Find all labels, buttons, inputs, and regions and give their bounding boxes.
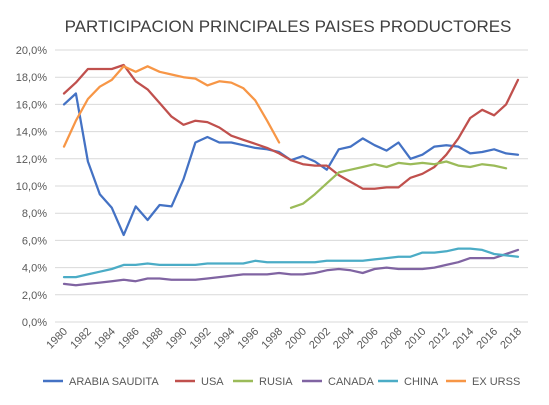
y-tick-label: 20,0% <box>16 45 47 57</box>
y-tick-label: 16,0% <box>16 99 47 111</box>
series-line-ex-urss <box>62 65 281 148</box>
y-tick-label: 14,0% <box>16 127 47 139</box>
series-line-rusia <box>289 160 508 209</box>
legend: ARABIA SAUDITA USA RUSIA CANADA CHINA EX URSS <box>43 376 520 388</box>
chart-title: PARTICIPACION PRINCIPALES PAISES PRODUCT… <box>65 17 512 36</box>
y-tick-label: 10,0% <box>16 181 47 193</box>
y-tick-label: 2,0% <box>22 290 47 302</box>
legend-label-arabia-saudita: ARABIA SAUDITA <box>69 376 159 388</box>
legend-label-china: CHINA <box>404 376 439 388</box>
legend-label-ex-urss: EX URSS <box>472 376 520 388</box>
y-axis-ticks: 0,0% 2,0% 4,0% 6,0% 8,0% 10,0% 12,0% 14,0% 16,0%… <box>16 45 47 329</box>
legend-label-canada: CANADA <box>328 376 375 388</box>
legend-label-usa: USA <box>201 376 224 388</box>
series-line-china <box>62 247 520 279</box>
y-tick-label: 6,0% <box>22 235 47 247</box>
series-line-canada <box>62 248 520 287</box>
y-tick-label: 4,0% <box>22 263 47 275</box>
series-line-usa <box>62 63 520 190</box>
gridlines <box>55 49 528 323</box>
legend-label-rusia: RUSIA <box>259 376 293 388</box>
y-tick-label: 12,0% <box>16 154 47 166</box>
y-tick-label: 0,0% <box>22 317 47 329</box>
series-lines <box>62 63 520 287</box>
y-tick-label: 18,0% <box>16 72 47 84</box>
y-tick-label: 8,0% <box>22 208 47 220</box>
